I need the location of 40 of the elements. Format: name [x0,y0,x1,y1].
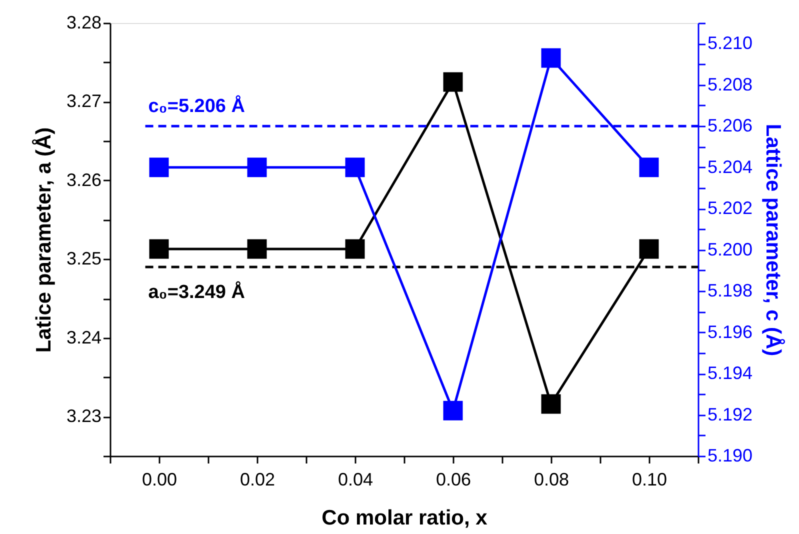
point [541,394,561,414]
ref-line-label: c₀=5.206 Å [148,95,246,118]
y-tick-label: 3.28 [66,12,102,32]
y2-tick-label: 5.194 [708,363,753,384]
y-tick-label: 3.23 [66,406,102,426]
point [345,158,365,178]
point [247,239,267,259]
x-tick-label: 0.04 [338,470,374,490]
y-axis-title: Latice parameter, a (Å) [31,127,56,353]
y2-tick-label: 5.208 [708,74,753,94]
point [247,158,267,178]
y-tick-label: 3.24 [66,327,102,348]
y2-tick-label: 5.210 [708,33,753,54]
x-tick-label: 0.06 [436,470,472,490]
y-tick-label: 3.26 [66,170,102,190]
point [639,239,659,259]
point [443,72,463,92]
y2-tick-label: 5.192 [708,404,753,424]
y-tick-label: 3.27 [66,91,102,112]
x-tick-label: 0.02 [240,470,276,490]
y2-tick-label: 5.200 [708,239,753,260]
y2-tick-label: 5.206 [708,116,753,136]
y2-tick-label: 5.204 [708,156,753,177]
point [639,158,659,178]
x-tick-label: 0.10 [632,470,668,490]
y2-tick-label: 5.198 [708,280,753,301]
y2-tick-label: 5.190 [708,446,753,466]
y2-tick-label: 5.196 [708,322,753,342]
point [541,48,561,68]
x-tick-label: 0.08 [534,470,570,490]
y-tick-label: 3.25 [66,248,102,269]
point [443,400,463,420]
ref-line-label: a₀=3.249 Å [148,281,246,304]
x-axis-title: Co molar ratio, x [322,506,488,530]
point [345,239,365,259]
x-tick-label: 0.00 [142,470,178,490]
y2-axis-title: Lattice parameter, c (Å) [762,124,786,356]
y2-tick-label: 5.202 [708,198,753,218]
point [149,239,169,259]
point [149,158,169,178]
